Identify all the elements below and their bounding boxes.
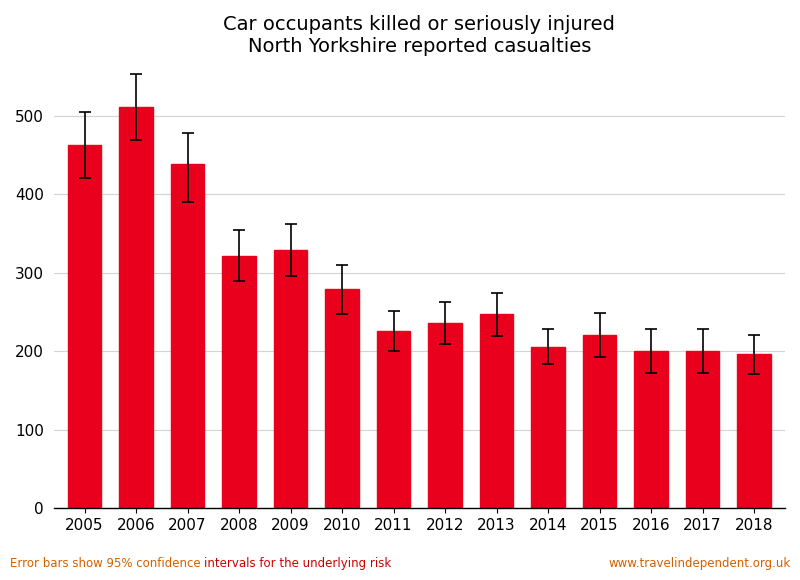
- Bar: [326, 289, 359, 509]
- Bar: [119, 107, 153, 509]
- Bar: [377, 331, 410, 509]
- Bar: [222, 256, 256, 509]
- Text: Error bars show 95% confidence: Error bars show 95% confidence: [10, 557, 204, 570]
- Text: www.travelindependent.org.uk: www.travelindependent.org.uk: [608, 557, 790, 570]
- Bar: [274, 250, 307, 509]
- Bar: [428, 323, 462, 509]
- Text: intervals for the underlying risk: intervals for the underlying risk: [204, 557, 391, 570]
- Bar: [531, 347, 565, 509]
- Bar: [68, 145, 102, 509]
- Bar: [634, 351, 668, 509]
- Bar: [171, 165, 204, 509]
- Bar: [738, 354, 771, 509]
- Title: Car occupants killed or seriously injured
North Yorkshire reported casualties: Car occupants killed or seriously injure…: [223, 15, 615, 56]
- Bar: [686, 351, 719, 509]
- Bar: [480, 314, 514, 509]
- Bar: [583, 335, 616, 509]
